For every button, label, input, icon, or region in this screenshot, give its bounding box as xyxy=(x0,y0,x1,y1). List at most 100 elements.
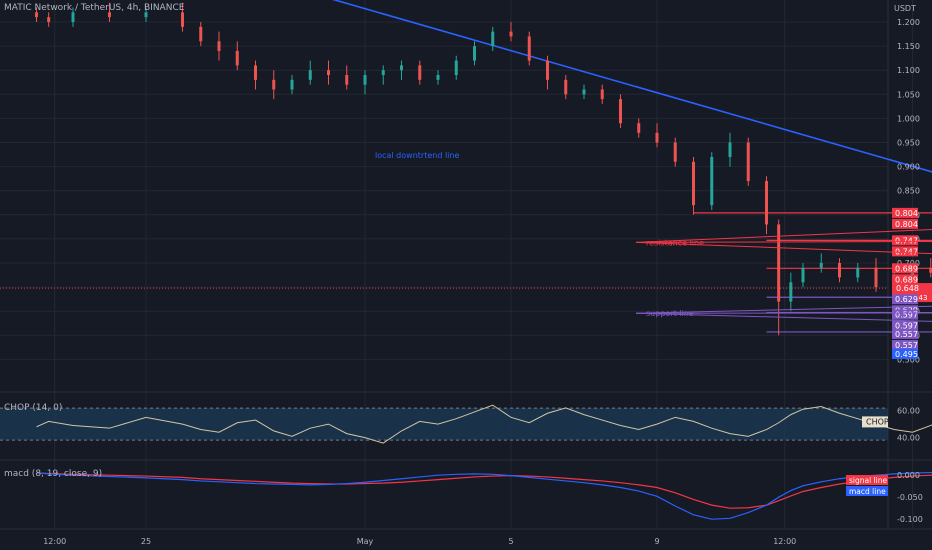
candle-body xyxy=(527,36,531,61)
macd-tick-label: -0.100 xyxy=(897,515,923,524)
candle-body xyxy=(454,60,458,76)
price-badge-label: 0.597 xyxy=(895,311,918,320)
macd-legend[interactable]: macd (8, 19, close, 9) xyxy=(4,469,103,479)
chop-tick-label: 60.00 xyxy=(897,407,920,416)
price-badges: 0.64801:01:430.8040.8040.7470.7470.6890.… xyxy=(892,207,932,359)
price-badge xyxy=(892,339,918,350)
time-tick-label: 12:00 xyxy=(773,537,796,546)
candle-body xyxy=(144,12,148,18)
candle-body xyxy=(35,12,38,18)
candle-body xyxy=(765,181,768,225)
price-badge-label: 0.557 xyxy=(895,341,918,350)
candle-body xyxy=(582,89,586,95)
price-badge-label: 0.747 xyxy=(895,236,918,245)
resistance-connector xyxy=(635,240,932,243)
time-tick-label: 9 xyxy=(654,537,659,546)
price-badge-label: 0.747 xyxy=(895,247,918,256)
price-badge xyxy=(892,263,918,274)
time-tick-label: 25 xyxy=(141,537,151,546)
candle-body xyxy=(777,224,781,302)
candle-body xyxy=(217,41,221,51)
price-badge xyxy=(892,320,918,331)
candle-body xyxy=(619,99,622,124)
price-tick-label: 1.200 xyxy=(897,18,920,27)
candle-body xyxy=(235,50,239,66)
price-badge xyxy=(892,207,918,218)
candle-body xyxy=(108,12,111,18)
price-badge-label: 0.689 xyxy=(895,264,918,273)
chop-badge xyxy=(862,416,888,428)
candle-body xyxy=(838,263,841,278)
candle-body xyxy=(509,31,513,37)
price-tick-label: 0.500 xyxy=(897,355,920,364)
price-badge xyxy=(892,218,918,229)
candle-body xyxy=(272,79,276,90)
candle-body xyxy=(564,79,568,95)
price-badge xyxy=(892,328,918,339)
time-tick-label: 12:00 xyxy=(43,537,66,546)
trendline-label: local downtrtend line xyxy=(375,151,459,160)
candle-body xyxy=(929,267,932,273)
price-badge xyxy=(892,246,918,257)
candle-body xyxy=(637,123,641,133)
price-badge xyxy=(892,274,918,285)
symbol-title[interactable]: MATIC Network / TetherUS, 4h, BINANCE xyxy=(4,3,185,13)
chop-band xyxy=(0,408,888,441)
candle-body xyxy=(856,267,860,278)
candle-body xyxy=(673,142,677,162)
candle-body xyxy=(710,156,714,206)
candle-body xyxy=(819,263,823,268)
chop-tick-label: 40.00 xyxy=(897,434,920,443)
chop-legend[interactable]: CHOP (14, 0) xyxy=(4,403,63,413)
price-badge xyxy=(892,294,918,305)
candle-body xyxy=(436,75,440,80)
candle-body xyxy=(363,75,367,85)
price-tick-label: 1.000 xyxy=(897,114,920,123)
price-badge-label: 0.495 xyxy=(895,350,918,359)
price-badge xyxy=(892,309,918,320)
candle-body xyxy=(71,12,75,22)
candle-body xyxy=(801,267,805,283)
time-tick-label: 5 xyxy=(508,537,513,546)
macd-series-1 xyxy=(36,472,932,509)
candle-body xyxy=(746,142,750,182)
macd-legend-label-1: signal line xyxy=(849,476,887,485)
candle-body xyxy=(728,142,732,157)
candle-body xyxy=(874,267,878,288)
currency-label: USDT xyxy=(894,4,916,13)
candle-body xyxy=(254,65,257,80)
candle-body xyxy=(418,65,422,80)
macd-legend-label-2: macd line xyxy=(849,487,886,496)
candles-layer xyxy=(35,2,932,336)
candle-body xyxy=(473,46,476,61)
candle-body xyxy=(400,65,403,71)
candle-body xyxy=(290,79,294,90)
chop-badge-label: CHOP xyxy=(866,417,889,426)
price-tick-label: 0.850 xyxy=(897,187,920,196)
support-connector xyxy=(635,305,932,314)
macd-legend-badge-1 xyxy=(846,475,888,485)
time-axis[interactable]: 12:00 25 May 5 9 12:00 xyxy=(43,537,796,546)
downtrend-line xyxy=(332,0,932,173)
macd-tick-label: -0.050 xyxy=(897,493,923,502)
price-badge-label: 0.597 xyxy=(895,322,918,331)
macd-series-2 xyxy=(36,471,932,520)
price-badge xyxy=(892,235,918,246)
candle-body xyxy=(181,12,184,27)
candle-body xyxy=(308,70,312,80)
support-annotation: support line xyxy=(646,309,694,318)
support-connector xyxy=(635,312,932,322)
resistance-connector xyxy=(635,229,932,243)
candle-body xyxy=(381,70,385,76)
macd-layer: 0.000 -0.050 -0.100 signal line macd line xyxy=(36,471,932,524)
candle-body xyxy=(546,60,549,80)
price-badge-label: 0.629 xyxy=(895,295,918,304)
candle-body xyxy=(491,31,495,47)
price-tick-label: 0.900 xyxy=(897,163,920,172)
trendline-layer[interactable]: local downtrtend line xyxy=(222,0,932,326)
support-connector xyxy=(635,312,932,314)
annotations-layer: resistance line support line xyxy=(635,229,932,322)
resistance-connector xyxy=(635,241,932,255)
